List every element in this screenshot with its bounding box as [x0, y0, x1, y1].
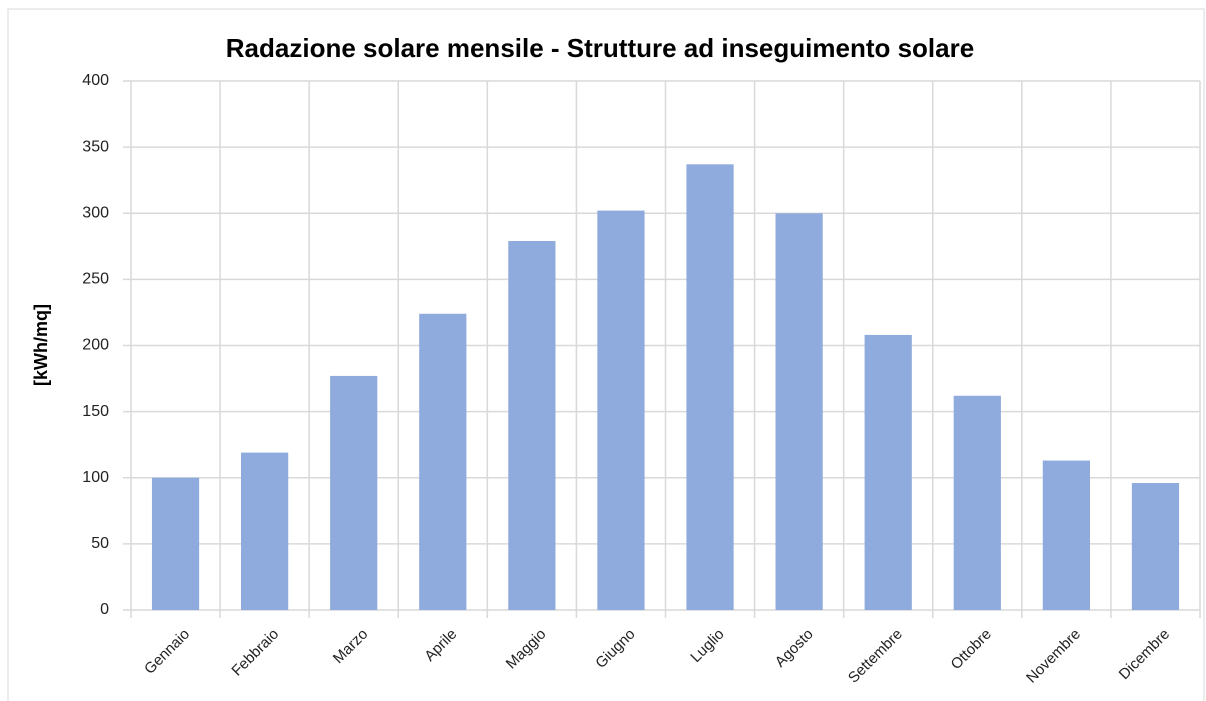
y-tick-label: 100: [82, 469, 109, 486]
bar: [330, 375, 378, 610]
x-tick-label: Marzo: [330, 626, 371, 667]
bar: [419, 313, 467, 610]
bar: [241, 452, 289, 610]
bar: [864, 334, 912, 610]
y-tick-label: 250: [82, 271, 109, 288]
x-tick-label: Luglio: [687, 626, 727, 666]
y-tick-label: 200: [82, 337, 109, 354]
x-tick-label: Settembre: [845, 626, 906, 687]
y-axis-label: [kWh/mq]: [31, 304, 51, 386]
x-tick-label: Dicembre: [1116, 626, 1173, 683]
x-tick-label: Novembre: [1023, 626, 1084, 687]
bar: [597, 210, 645, 611]
x-tick-label: Febbraio: [228, 626, 282, 680]
y-tick-label: 400: [82, 72, 109, 89]
y-tick-label: 150: [82, 403, 109, 420]
bar: [1131, 483, 1180, 610]
chart-title: Radazione solare mensile - Strutture ad …: [226, 33, 974, 63]
y-tick-label: 300: [82, 204, 109, 221]
x-tick-label: Aprile: [421, 626, 460, 665]
chart-frame: [7, 8, 1205, 701]
x-tick-label: Ottobre: [948, 626, 995, 673]
x-tick-label: Agosto: [772, 626, 817, 671]
bar: [1042, 460, 1090, 610]
y-tick-label: 350: [82, 138, 109, 155]
x-tick-label: Maggio: [503, 626, 550, 673]
y-tick-label: 50: [91, 535, 109, 552]
bar: [686, 164, 734, 610]
x-tick-label: Gennaio: [141, 626, 193, 678]
y-tick-label: 0: [100, 601, 109, 618]
bar: [775, 213, 823, 610]
x-tick-label: Giugno: [592, 626, 638, 672]
bar: [508, 241, 556, 610]
bar: [953, 395, 1001, 610]
bar: [151, 477, 200, 610]
